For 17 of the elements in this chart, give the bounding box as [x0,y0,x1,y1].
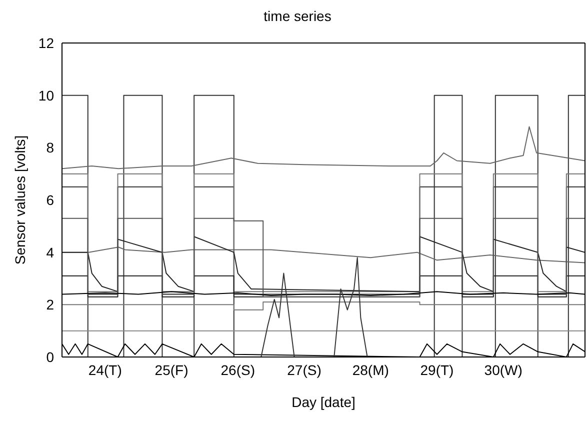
x-tick-label: 29(T) [420,362,454,378]
y-tick-label: 0 [46,348,54,365]
y-tick-label: 4 [46,244,54,260]
x-tick-label: 28(M) [352,362,389,378]
chart-title: time series [262,8,332,26]
y-tick-label: 6 [46,192,54,208]
y-tick-label: 10 [38,87,54,104]
x-tick-label: 26(S) [220,362,255,378]
y-axis-title: Sensor values [volts] [12,135,28,265]
x-tick-label: 24(T) [88,362,122,378]
x-tick-label: 30(W) [484,362,522,378]
y-tick-label: 2 [46,296,54,313]
x-tick-label: 25(F) [154,362,188,378]
x-tick-label: 27(S) [287,362,322,378]
x-axis-title: Day [date] [292,394,356,410]
y-tick-label: 12 [38,34,54,51]
y-tick-label: 8 [46,140,54,156]
